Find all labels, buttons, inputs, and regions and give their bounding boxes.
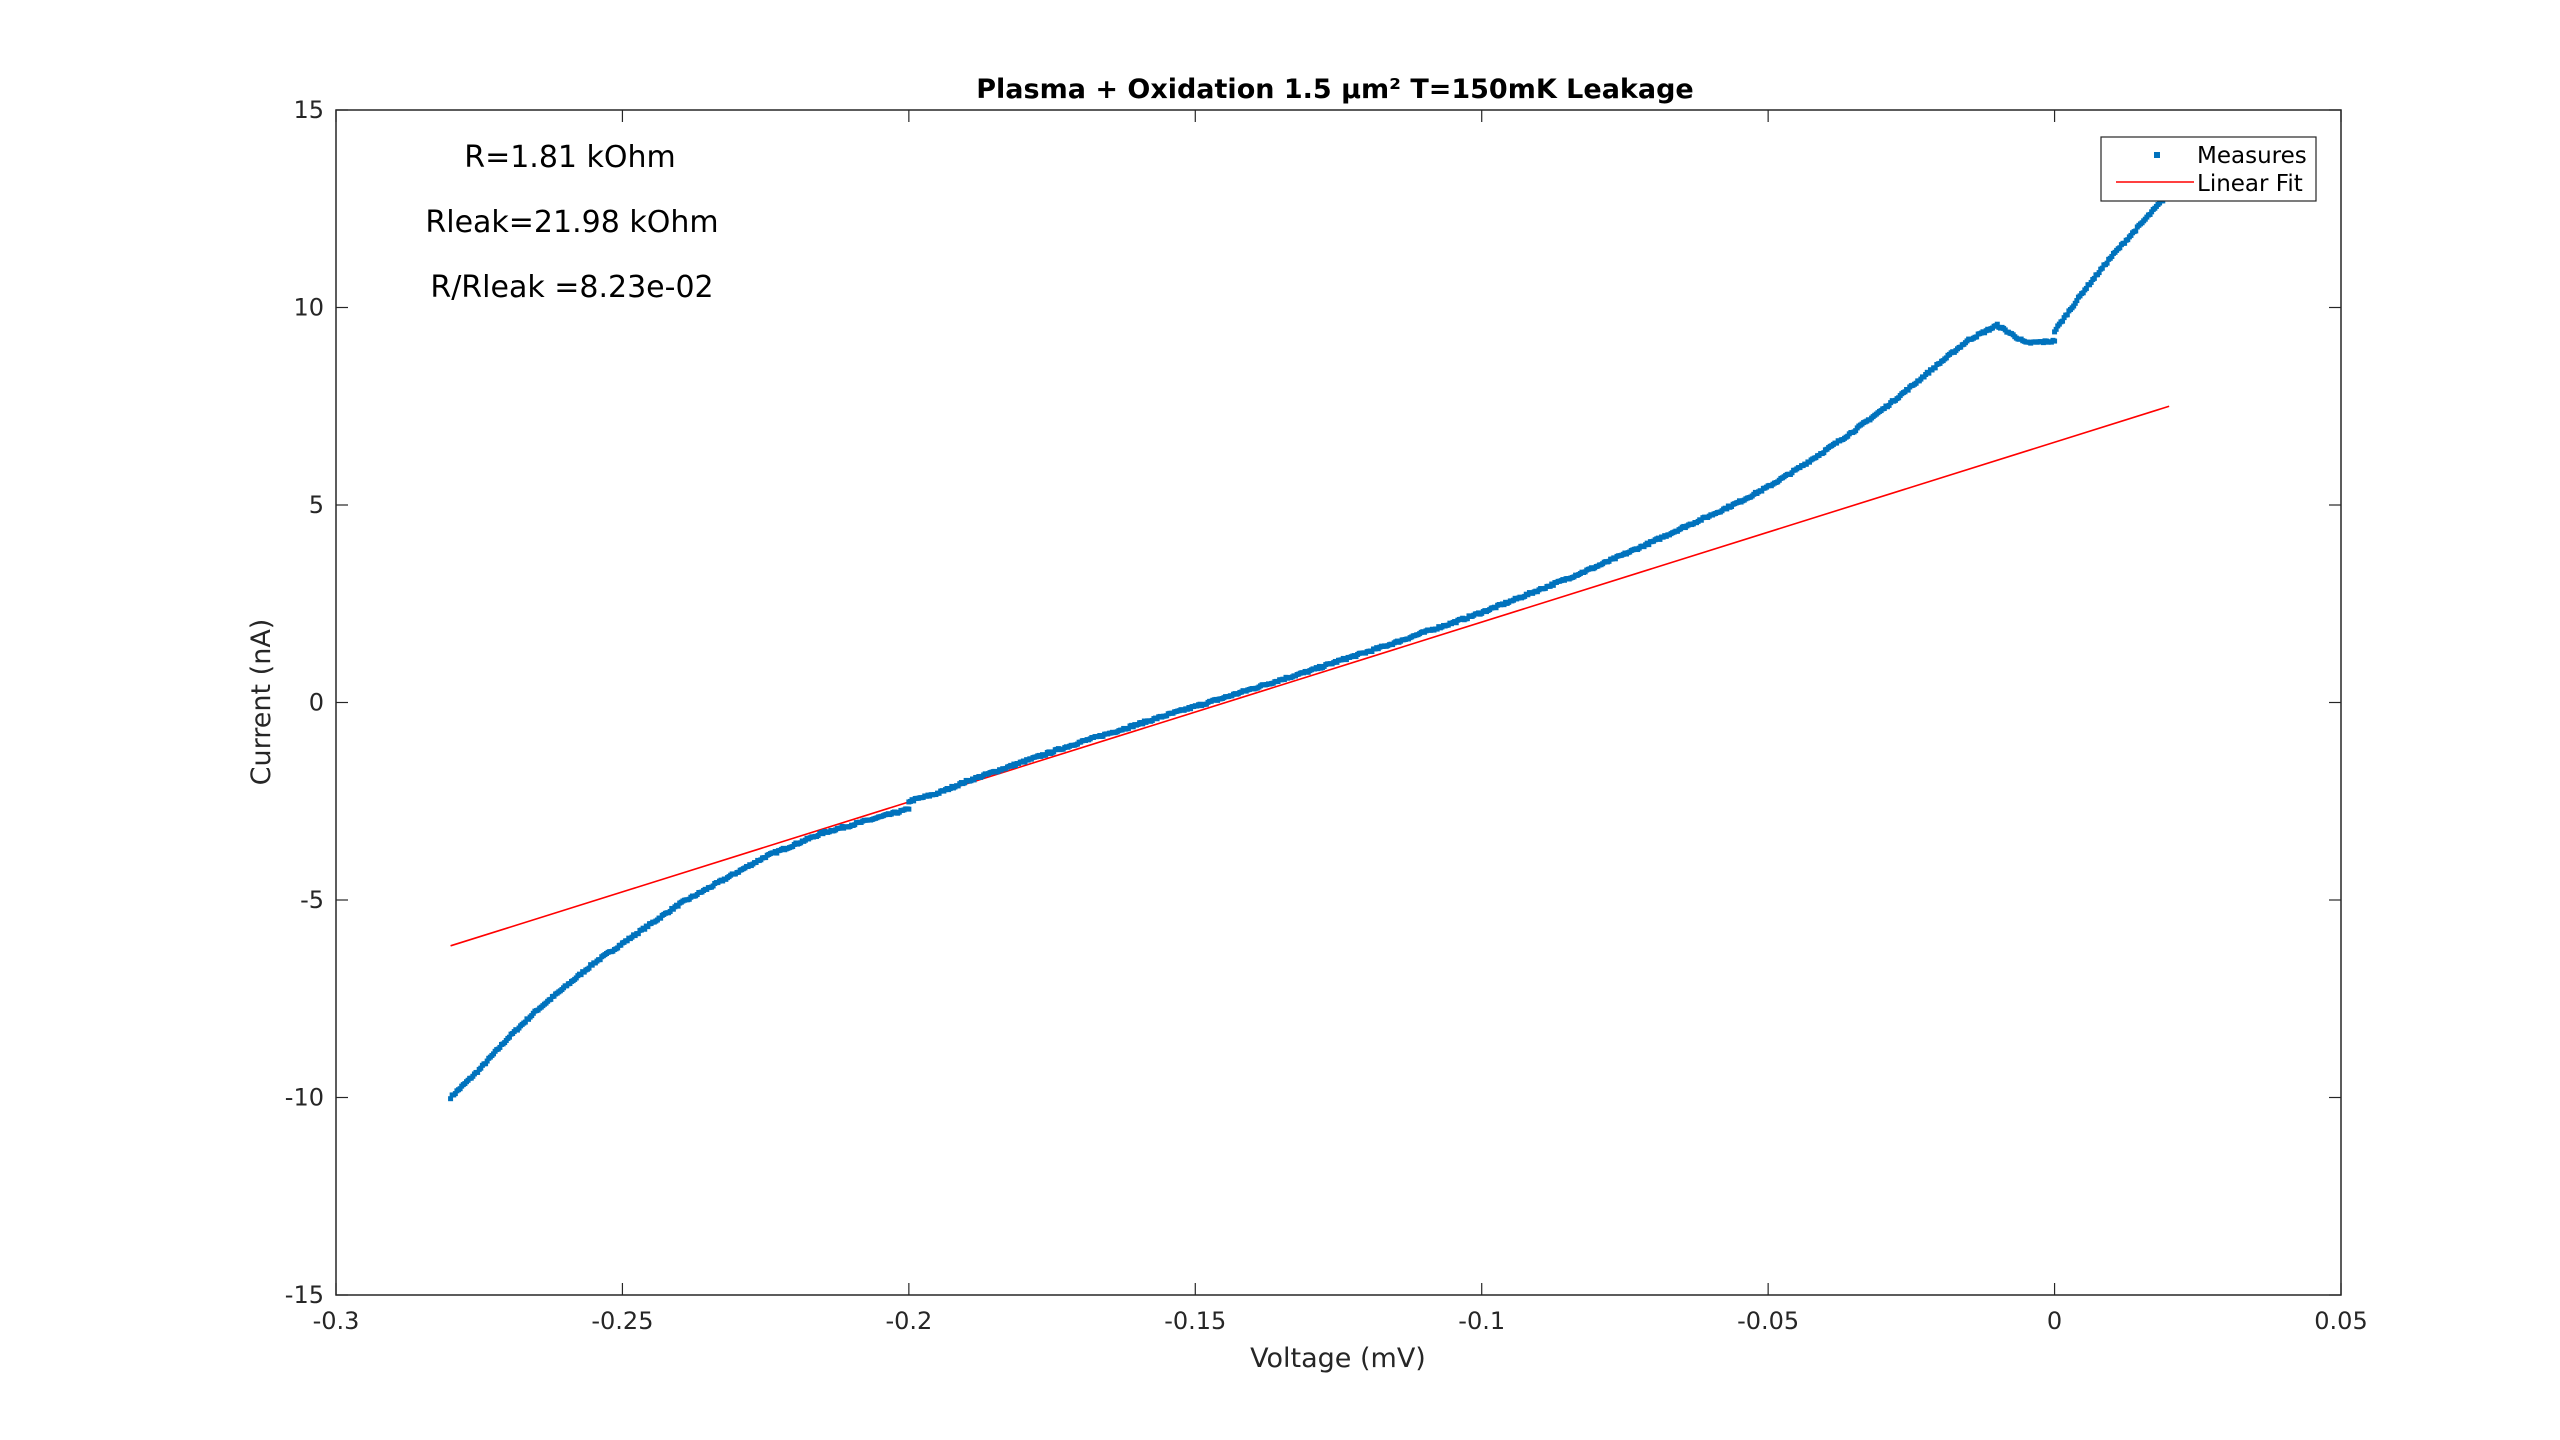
measure-point — [2099, 265, 2105, 271]
annotation-leak-resistance: Rleak=21.98 kOhm — [425, 205, 718, 240]
measure-point — [1886, 402, 1892, 408]
measure-point — [2072, 300, 2078, 306]
measure-point — [2133, 228, 2139, 234]
measure-point — [448, 1096, 454, 1102]
y-tick-label: -10 — [285, 1084, 324, 1112]
measure-point — [452, 1091, 458, 1097]
measure-point — [2064, 312, 2070, 318]
annotation-ratio: R/Rleak =8.23e-02 — [430, 270, 713, 305]
legend-box — [2100, 136, 2317, 202]
measure-point — [2071, 303, 2077, 309]
measure-point — [2104, 260, 2110, 266]
annotation-block: R=1.81 kOhm Rleak=21.98 kOhm R/Rleak =8.… — [425, 140, 718, 305]
measures-series — [448, 190, 2172, 1102]
y-axis: -15 -10 -5 0 5 10 15 — [285, 96, 2341, 1309]
measure-point — [2061, 315, 2067, 321]
measure-point — [586, 965, 592, 971]
measure-point — [1724, 506, 1730, 512]
linear-fit-line — [450, 405, 2170, 947]
measure-point — [667, 908, 673, 914]
y-tick-label: 10 — [293, 294, 324, 322]
measure-point — [1550, 582, 1556, 588]
x-axis: -0.3 -0.25 -0.2 -0.15 -0.1 -0.05 0 0.05 — [313, 110, 2368, 1335]
measure-point — [497, 1044, 503, 1050]
measure-point — [1759, 488, 1765, 494]
measure-point — [2091, 275, 2097, 281]
legend: Measures Linear Fit — [2100, 136, 2317, 202]
measure-point — [658, 915, 664, 921]
measure-point — [642, 926, 648, 932]
measure-point — [645, 924, 651, 930]
measure-point — [484, 1058, 490, 1064]
y-tick-label: -15 — [285, 1281, 324, 1309]
x-tick-label: 0 — [2047, 1307, 2062, 1335]
measure-point — [2052, 338, 2058, 344]
legend-label-measures: Measures — [2197, 143, 2307, 169]
y-tick-label: 0 — [309, 689, 324, 717]
measure-point — [597, 957, 603, 963]
measure-point — [2052, 329, 2058, 335]
y-tick-label: 5 — [309, 491, 324, 519]
x-tick-label: 0.05 — [2314, 1307, 2367, 1335]
measure-point — [2109, 253, 2115, 259]
measure-point — [624, 938, 630, 944]
measure-point — [1043, 752, 1049, 758]
annotation-resistance: R=1.81 kOhm — [464, 140, 676, 175]
measure-point — [2083, 285, 2089, 291]
measure-point — [2117, 245, 2123, 251]
measure-point — [1369, 648, 1375, 654]
x-axis-label: Voltage (mV) — [1250, 1343, 1426, 1374]
measure-point — [1926, 370, 1932, 376]
measure-point — [1821, 450, 1827, 456]
measure-point — [1140, 721, 1146, 727]
measure-point — [1943, 355, 1949, 361]
measure-point — [635, 931, 641, 937]
measure-point — [578, 972, 584, 978]
measure-point — [906, 806, 912, 812]
measure-point — [2125, 237, 2131, 243]
measure-point — [1932, 365, 1938, 371]
measure-point — [475, 1069, 481, 1075]
legend-marker-measures — [2154, 152, 2160, 158]
x-tick-label: -0.25 — [591, 1307, 653, 1335]
measure-point — [2088, 279, 2094, 285]
measure-point — [506, 1034, 512, 1040]
measure-point — [1646, 542, 1652, 548]
measure-point — [478, 1065, 484, 1071]
measure-point — [1974, 334, 1980, 340]
measure-point — [483, 1061, 489, 1067]
legend-label-linear-fit: Linear Fit — [2197, 171, 2303, 197]
x-tick-label: -0.1 — [1458, 1307, 1505, 1335]
measure-point — [1994, 321, 2000, 327]
measure-point — [2147, 211, 2153, 217]
measure-point — [2122, 240, 2128, 246]
measure-point — [1464, 616, 1470, 622]
measure-point — [675, 903, 681, 909]
measure-point — [548, 996, 554, 1002]
measure-point — [2060, 318, 2066, 324]
measure-point — [2096, 270, 2102, 276]
x-tick-label: -0.2 — [885, 1307, 932, 1335]
measure-point — [615, 945, 621, 951]
x-tick-label: -0.15 — [1164, 1307, 1226, 1335]
chart-title: Plasma + Oxidation 1.5 µm² T=150mK Leaka… — [976, 74, 1693, 105]
y-tick-label: 15 — [293, 96, 324, 124]
measure-point — [1853, 428, 1859, 434]
measure-point — [2074, 298, 2080, 304]
x-tick-label: -0.05 — [1737, 1307, 1799, 1335]
linear-fit-series — [450, 405, 2170, 947]
measure-point — [2080, 290, 2086, 296]
measure-point — [1698, 517, 1704, 523]
measure-point — [491, 1051, 497, 1057]
y-tick-label: -5 — [300, 886, 324, 914]
measure-point — [2128, 232, 2134, 238]
x-tick-label: -0.3 — [313, 1307, 360, 1335]
measure-point — [1905, 387, 1911, 393]
y-axis-label: Current (nA) — [246, 619, 277, 786]
measure-point — [522, 1019, 528, 1025]
measure-point — [457, 1086, 463, 1092]
measure-point — [2053, 326, 2059, 332]
